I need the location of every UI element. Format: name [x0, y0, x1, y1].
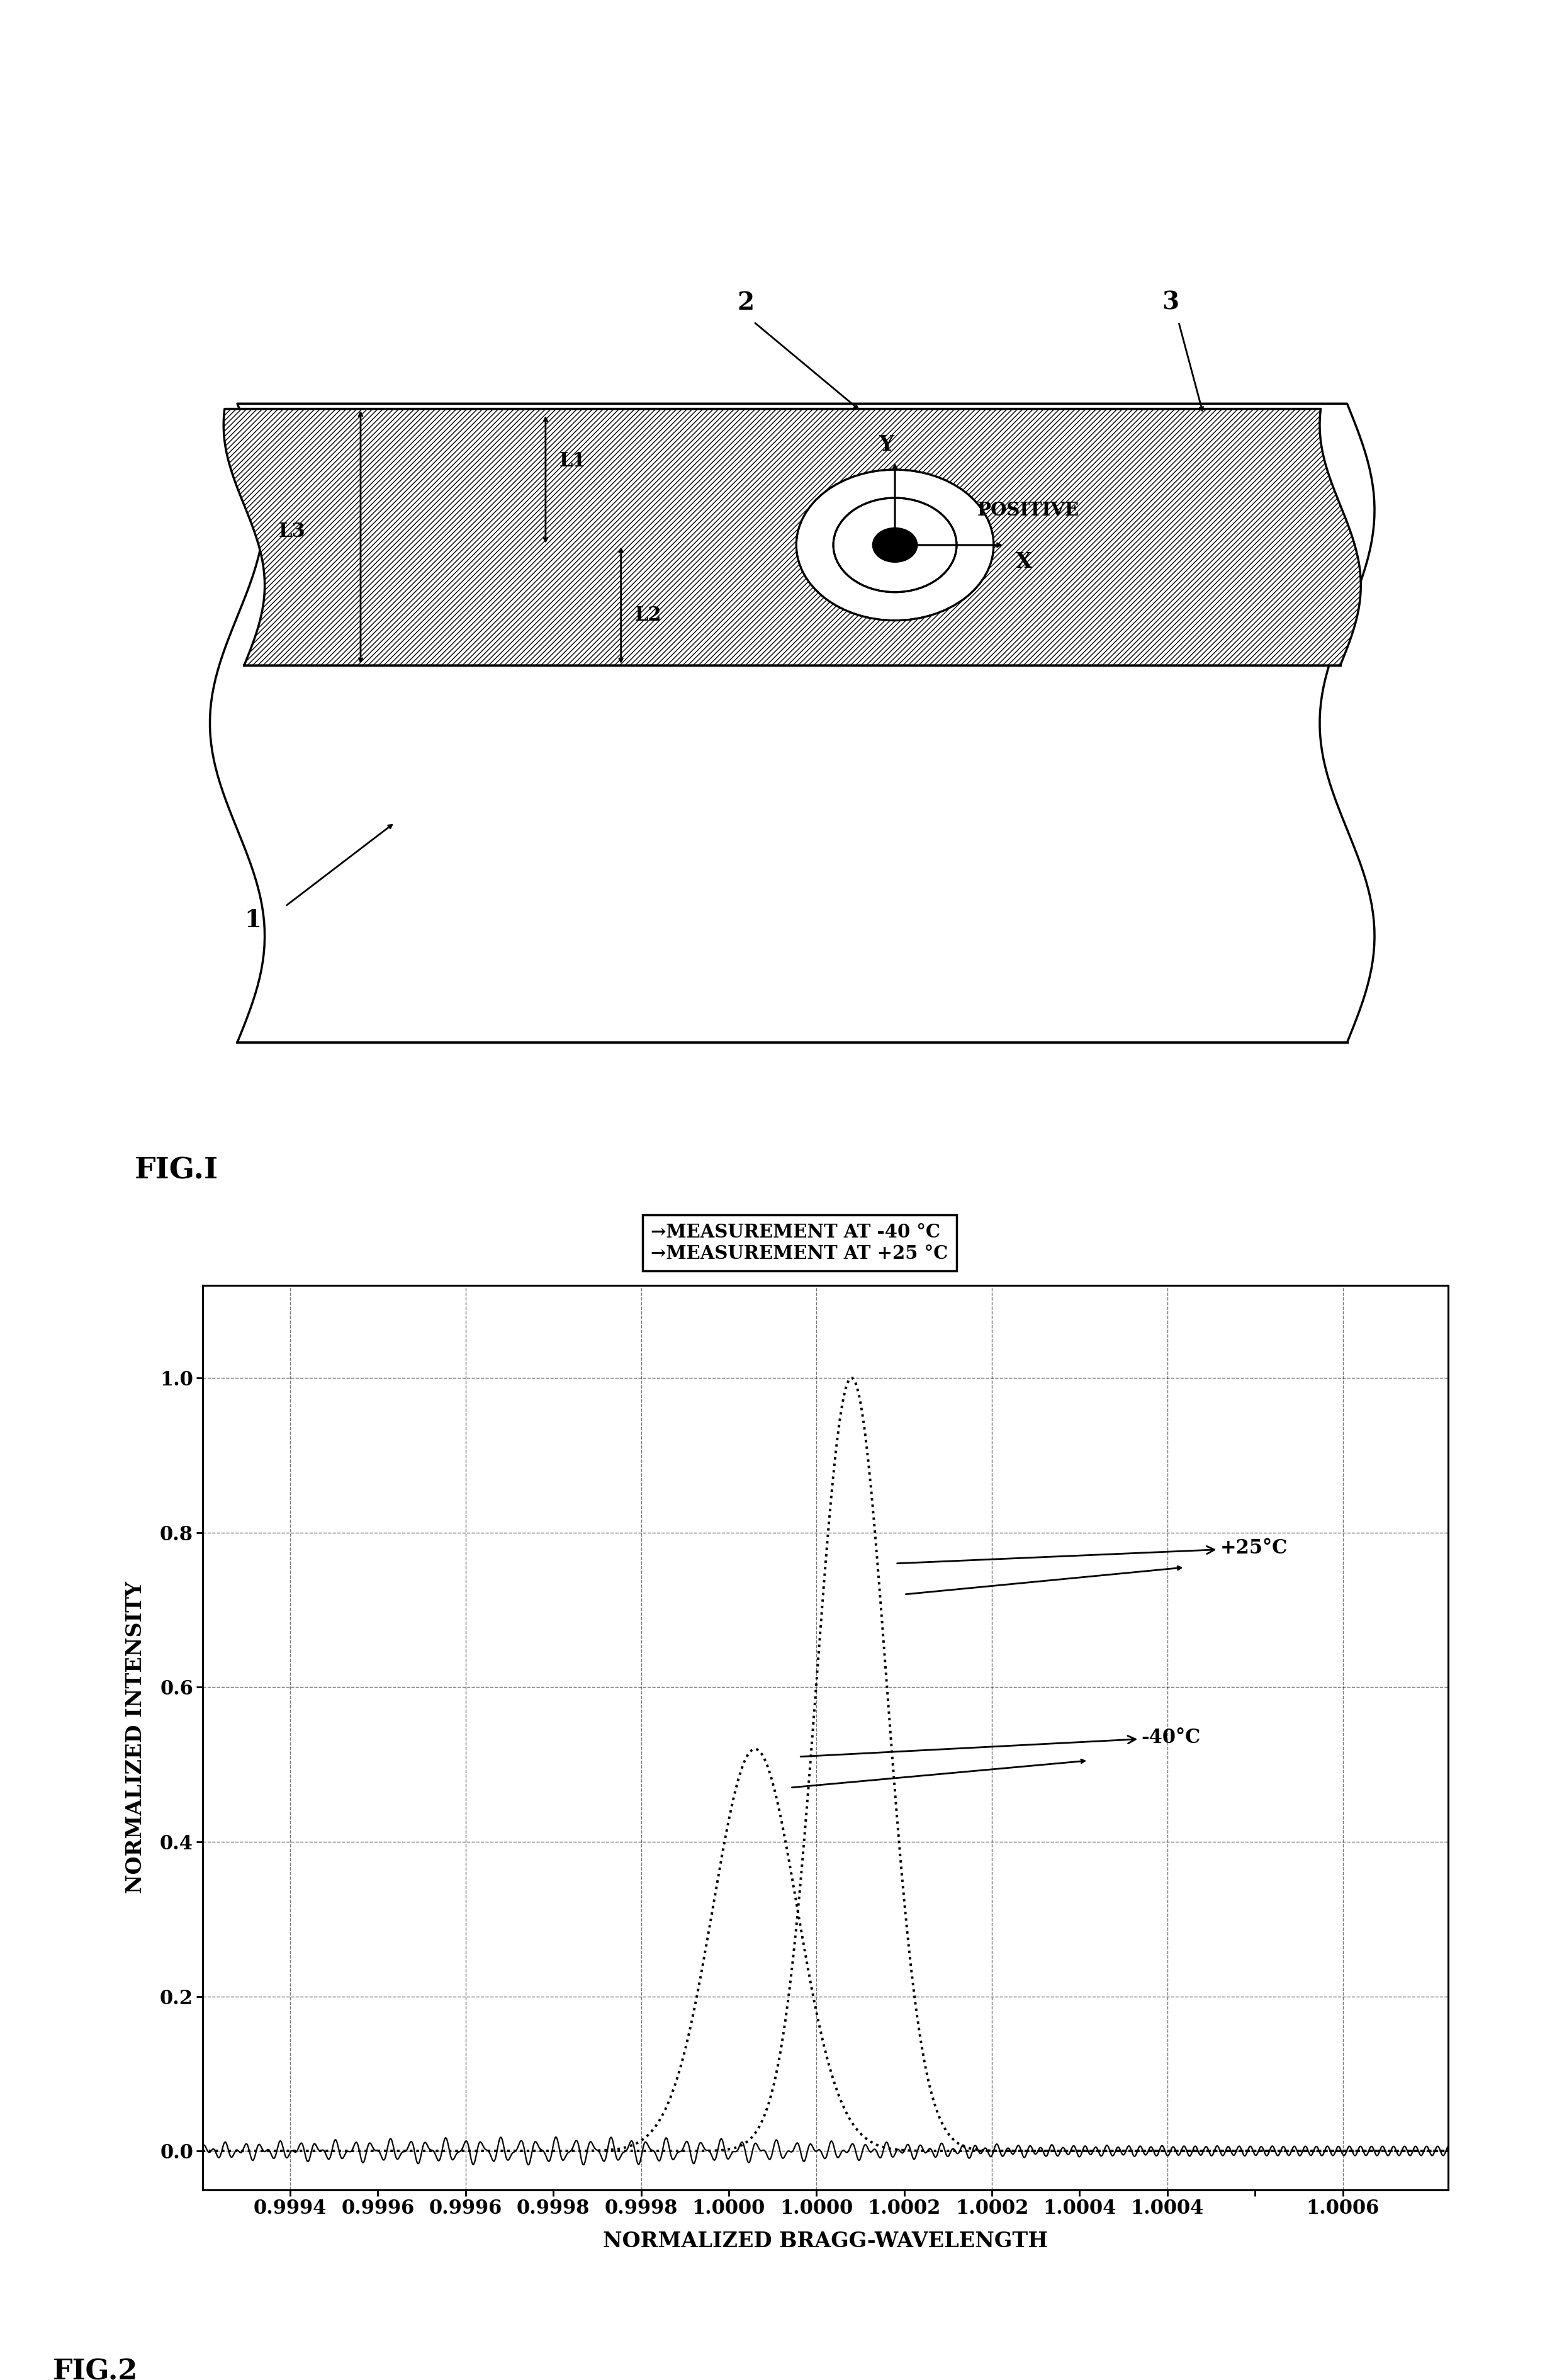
Text: POSITIVE: POSITIVE	[978, 502, 1079, 519]
Text: L3: L3	[279, 521, 305, 543]
Text: L1: L1	[559, 452, 585, 471]
Text: 1: 1	[244, 909, 262, 933]
Circle shape	[796, 469, 993, 621]
Text: +25°C: +25°C	[897, 1537, 1288, 1564]
Text: 2: 2	[738, 290, 755, 314]
Text: FIG.I: FIG.I	[134, 1157, 218, 1185]
Y-axis label: NORMALIZED INTENSITY: NORMALIZED INTENSITY	[125, 1580, 146, 1894]
Text: Y: Y	[878, 436, 894, 455]
Text: L2: L2	[635, 607, 662, 626]
Text: -40°C: -40°C	[800, 1728, 1200, 1756]
Circle shape	[873, 528, 917, 562]
Text: FIG.2: FIG.2	[53, 2359, 139, 2380]
Text: →MEASUREMENT AT -40 °C
→MEASUREMENT AT +25 °C: →MEASUREMENT AT -40 °C →MEASUREMENT AT +…	[651, 1223, 948, 1261]
Text: 3: 3	[1162, 290, 1179, 314]
Text: X: X	[1015, 552, 1032, 574]
Polygon shape	[224, 409, 1361, 666]
Polygon shape	[210, 405, 1375, 1042]
X-axis label: NORMALIZED BRAGG-WAVELENGTH: NORMALIZED BRAGG-WAVELENGTH	[603, 2230, 1048, 2251]
